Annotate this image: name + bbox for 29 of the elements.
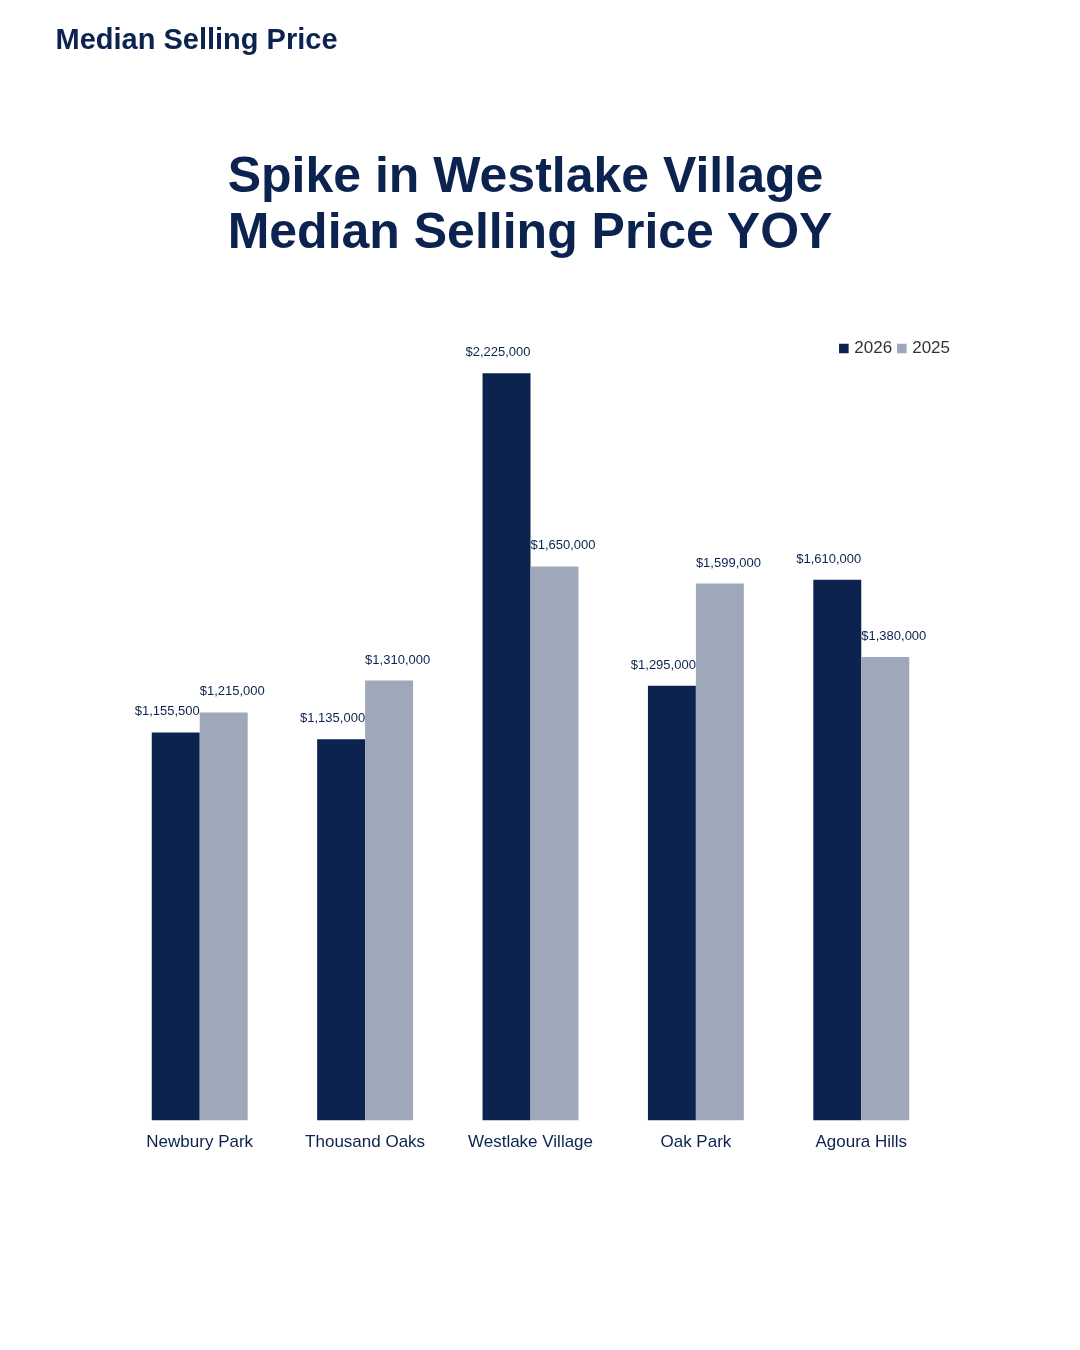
bar [199,712,248,1121]
data-label: $1,599,000 [695,554,761,570]
bar [813,579,862,1121]
bar [695,583,744,1121]
data-label: $1,215,000 [199,683,265,699]
data-label: $1,295,000 [630,656,696,672]
x-tick-label: Oak Park [660,1131,732,1151]
data-label: $1,380,000 [861,628,927,644]
x-tick-label: Thousand Oaks [305,1131,426,1151]
legend-label: 2025 [912,338,950,358]
data-label: $1,610,000 [796,550,862,566]
bar [482,373,531,1121]
x-tick-label: Agoura Hills [815,1131,908,1151]
x-tick-label: Newbury Park [146,1131,254,1151]
data-label: $1,135,000 [300,710,366,726]
bar [530,566,579,1121]
bar [861,657,910,1121]
x-tick-label: Westlake Village [467,1131,594,1151]
data-label: $1,310,000 [365,651,431,667]
data-label: $2,225,000 [465,344,531,360]
bar [647,685,696,1121]
data-label: $1,155,500 [134,703,200,719]
bar [151,732,200,1121]
chart-subtitle: Median Selling Price [55,22,338,55]
bar [317,739,366,1121]
bar [365,680,414,1121]
data-label: $1,650,000 [530,537,596,553]
legend-label: 2026 [854,338,893,358]
chart-title: Spike in Westlake Village Median Selling Price YOY [227,146,833,259]
